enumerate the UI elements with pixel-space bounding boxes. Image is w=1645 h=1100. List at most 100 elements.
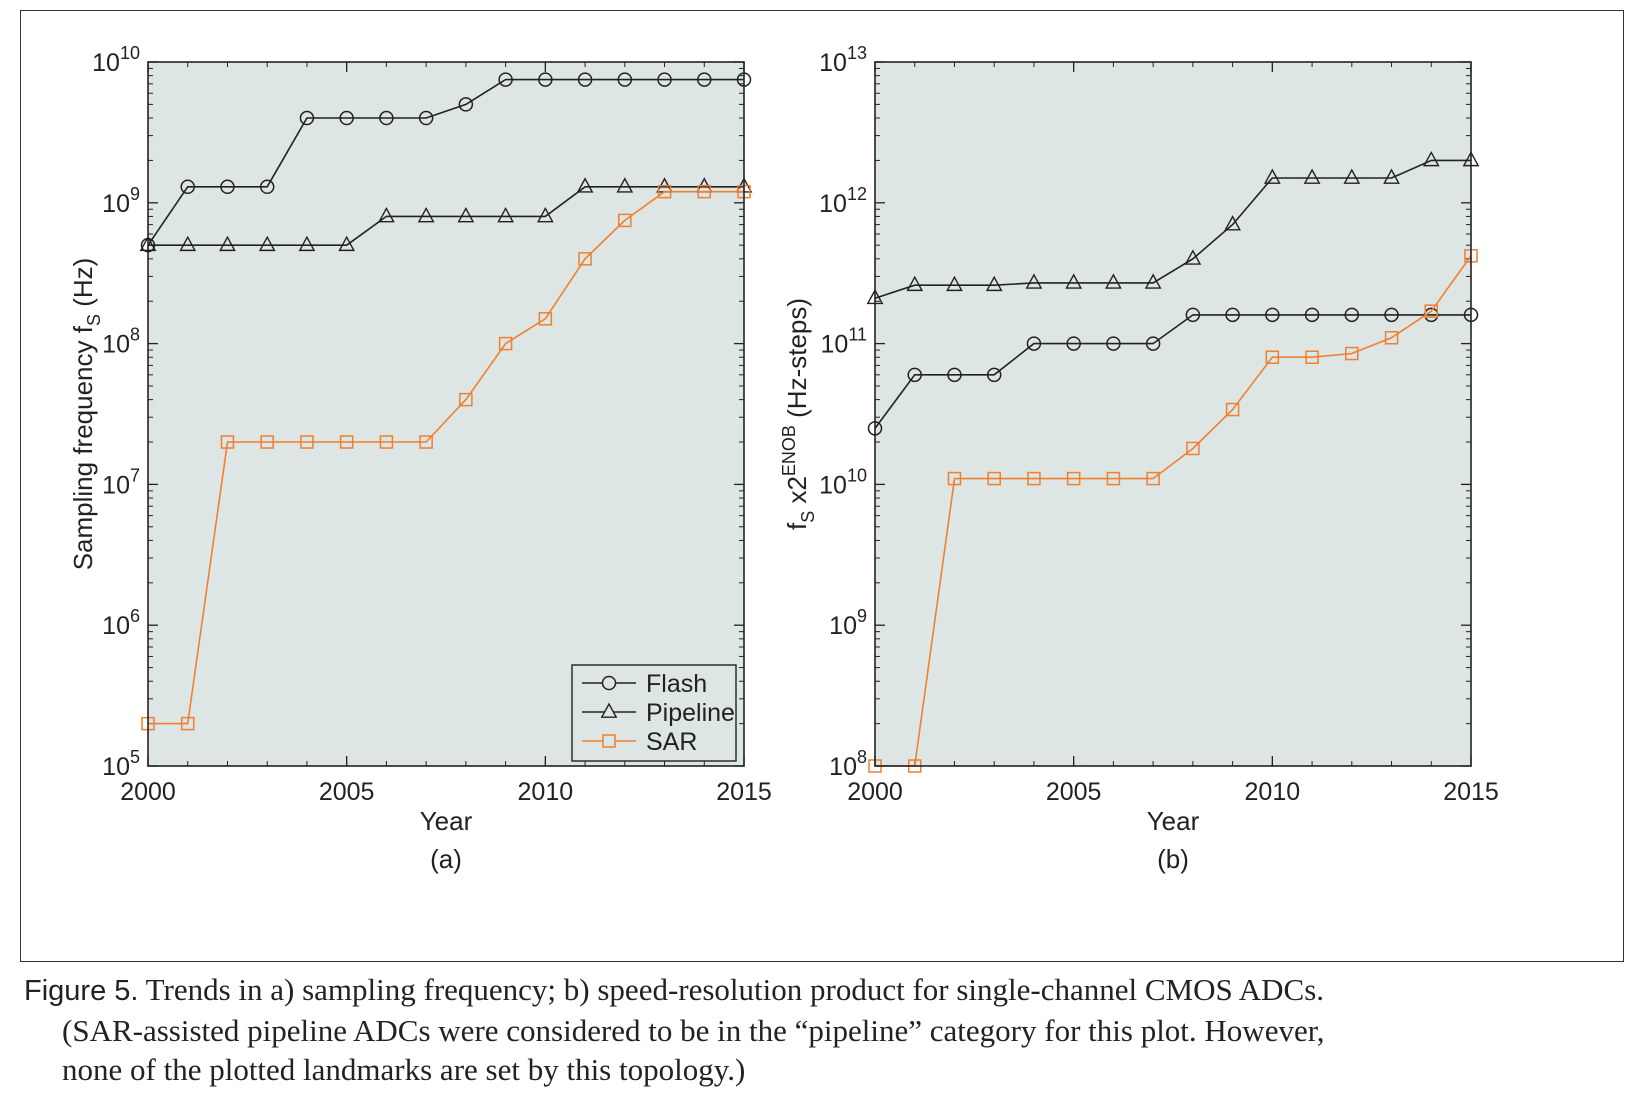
marker-triangle: [1383, 168, 1400, 184]
marker-square: [538, 312, 553, 326]
y-tick-label: 1012: [819, 184, 867, 218]
marker-square: [578, 252, 592, 266]
marker-triangle: [1343, 168, 1361, 184]
marker-circle: [1265, 307, 1280, 323]
marker-square: [498, 336, 513, 351]
y-tick-base: 10: [102, 190, 130, 218]
y-tick-base: 10: [819, 190, 847, 218]
marker-square: [1345, 346, 1359, 361]
marker-circle: [220, 179, 235, 195]
x-tick-label: 2000: [120, 778, 176, 806]
legend-entry-sar: SAR: [582, 728, 697, 756]
marker-circle: [1304, 307, 1320, 323]
marker-circle: [1185, 307, 1201, 323]
plot-area-bg: [875, 62, 1471, 766]
marker-triangle: [457, 206, 475, 223]
series-pipeline: [866, 150, 1480, 305]
caption-line1: Trends in a) sampling frequency; b) spee…: [145, 972, 1325, 1007]
marker-square: [300, 435, 314, 449]
legend-box: [571, 664, 737, 762]
marker-circle: [538, 72, 553, 87]
figure-caption: Figure 5. Trends in a) sampling frequenc…: [24, 970, 1624, 1089]
marker-square: [1146, 471, 1160, 486]
plot-area-border: [874, 61, 1472, 767]
marker-triangle: [536, 206, 554, 223]
marker-triangle: [258, 235, 276, 252]
y-tick-exponent: 8: [130, 325, 140, 345]
marker-circle: [1026, 336, 1042, 351]
y-tick-label: 1011: [821, 325, 868, 359]
y-title-unit: (Hz-steps): [782, 298, 812, 425]
marker-triangle: [378, 206, 395, 223]
marker-square: [1027, 471, 1041, 486]
series-line-sar: [875, 255, 1472, 767]
y-tick-base: 10: [819, 471, 847, 499]
series-line-flash: [147, 78, 744, 246]
y-title-main: Sampling frequency f: [68, 325, 98, 570]
marker-triangle: [1025, 273, 1043, 289]
marker-square: [419, 435, 433, 449]
y-tick-exponent: 8: [857, 747, 867, 767]
y-tick-label: 1010: [92, 43, 140, 77]
y-title-mid: x2: [782, 476, 812, 511]
caption-line2: (SAR-assisted pipeline ADCs were conside…: [62, 1013, 1325, 1048]
marker-circle: [339, 110, 354, 126]
marker-circle: [1384, 307, 1399, 323]
panel-label: (a): [430, 844, 462, 874]
series-line-pipeline: [874, 159, 1471, 299]
series-line-sar: [148, 190, 744, 725]
panel-label: (b): [1157, 844, 1189, 874]
y-tick-label: 109: [102, 184, 140, 218]
plot-area-border: [147, 61, 745, 767]
marker-square: [1186, 441, 1200, 456]
marker-square: [1066, 471, 1081, 486]
y-axis-title: Sampling frequency fS (Hz): [68, 258, 104, 571]
y-tick-label: 109: [829, 606, 867, 640]
marker-circle: [947, 367, 962, 383]
x-tick-label: 2015: [716, 778, 772, 806]
marker-triangle: [338, 235, 356, 252]
marker-square: [1305, 350, 1319, 364]
x-tick-label: 2015: [1443, 778, 1499, 806]
y-title-main: f: [782, 522, 812, 530]
marker-circle: [1344, 307, 1360, 323]
marker-square: [260, 435, 274, 449]
y-axis-title: fS x2ENOB (Hz-steps): [779, 298, 818, 530]
marker-circle: [986, 367, 1002, 383]
y-tick-base: 10: [819, 49, 847, 77]
legend-label: SAR: [646, 728, 697, 756]
marker-square: [1225, 402, 1240, 417]
marker-triangle: [497, 206, 514, 223]
marker-square: [618, 213, 632, 228]
plot-area-bg: [148, 62, 744, 766]
marker-circle: [379, 110, 394, 126]
marker-square: [459, 392, 473, 407]
marker-triangle: [1184, 249, 1202, 265]
x-tick-label: 2010: [1245, 778, 1301, 806]
y-tick-exponent: 11: [848, 325, 867, 345]
marker-triangle: [1422, 150, 1440, 167]
legend-marker-circle: [601, 675, 617, 691]
marker-triangle: [616, 177, 634, 193]
marker-triangle: [1065, 273, 1083, 289]
marker-triangle: [417, 206, 435, 223]
y-tick-base: 10: [92, 49, 120, 77]
y-tick-exponent: 12: [847, 184, 867, 204]
y-tick-base: 10: [102, 331, 130, 359]
y-tick-exponent: 6: [130, 606, 140, 626]
marker-triangle: [946, 275, 963, 292]
marker-circle: [617, 72, 633, 87]
y-tick-label: 108: [829, 747, 867, 781]
marker-square: [657, 184, 672, 199]
y-tick-base: 10: [102, 753, 130, 781]
marker-circle: [1066, 336, 1081, 351]
y-title-subscript: S: [798, 511, 818, 523]
marker-square: [1384, 331, 1399, 345]
marker-triangle: [985, 275, 1003, 292]
marker-square: [697, 184, 712, 199]
y-title-unit: (Hz): [68, 258, 98, 314]
x-tick-label: 2010: [518, 778, 574, 806]
marker-circle: [1225, 307, 1240, 323]
